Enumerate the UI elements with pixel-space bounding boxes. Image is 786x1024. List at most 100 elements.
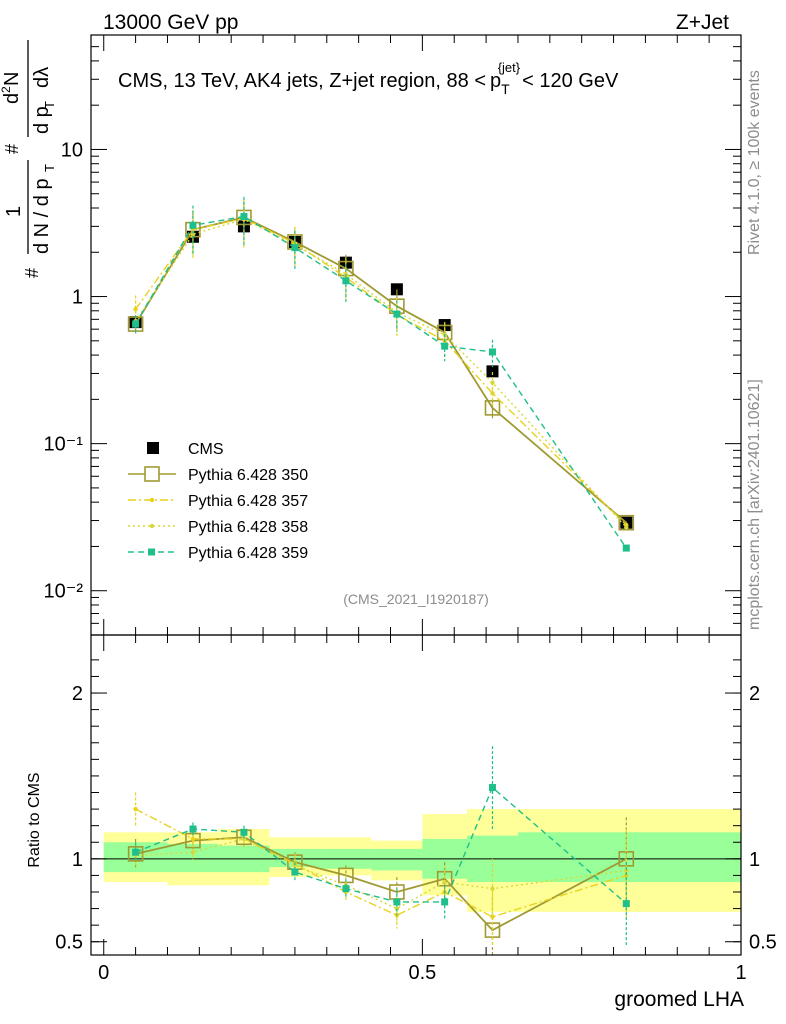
ratio-point bbox=[342, 885, 350, 893]
legend-label: Pythia 6.428 350 bbox=[188, 467, 308, 484]
data-point bbox=[618, 514, 635, 531]
chart-title-pt-sub: T bbox=[501, 81, 510, 97]
series-line bbox=[135, 215, 627, 549]
ratio-point bbox=[241, 836, 247, 842]
main-ytick-label: 1 bbox=[72, 287, 83, 309]
chart-title-end: < 120 GeV bbox=[522, 70, 619, 92]
y-label-hash: # bbox=[22, 268, 42, 278]
series-line bbox=[135, 218, 627, 528]
legend-marker bbox=[149, 497, 155, 503]
data-point bbox=[132, 320, 140, 328]
y-label-one: 1 bbox=[3, 206, 25, 217]
y-label-sq: 2 bbox=[0, 86, 13, 93]
ratio-ytick-label-right: 0.5 bbox=[749, 932, 777, 954]
ratio-point bbox=[393, 898, 401, 906]
y-label-dlambda: dλ bbox=[31, 67, 53, 88]
series-pythia-6-428-359 bbox=[132, 196, 630, 552]
legend-marker bbox=[147, 442, 159, 454]
chart-title-pt: p bbox=[490, 70, 501, 92]
legend-entry: Pythia 6.428 350 bbox=[128, 466, 308, 484]
data-point bbox=[190, 232, 196, 237]
main-ytick-label: 10⁻² bbox=[44, 581, 84, 603]
main-ytick-label: 10 bbox=[61, 139, 83, 161]
xtick-label: 1 bbox=[735, 962, 746, 984]
ratio-point bbox=[394, 906, 400, 911]
ratio-point bbox=[442, 879, 447, 885]
header-process-label: Z+Jet bbox=[676, 11, 729, 34]
xtick-label: 0 bbox=[98, 962, 109, 984]
ratio-y-axis-label: Ratio to CMS bbox=[26, 772, 43, 867]
data-point bbox=[291, 244, 299, 252]
legend-marker bbox=[144, 466, 160, 482]
ratio-point bbox=[291, 868, 299, 876]
ratio-point bbox=[488, 784, 496, 792]
legend-entry: Pythia 6.428 359 bbox=[128, 545, 308, 562]
ratio-series bbox=[132, 746, 630, 946]
ratio-point bbox=[127, 846, 144, 862]
data-point bbox=[488, 348, 496, 356]
chart-title-main: CMS, 13 TeV, AK4 jets, Z+jet region, 88 … bbox=[118, 70, 486, 92]
data-point bbox=[133, 307, 138, 312]
data-point bbox=[484, 400, 501, 416]
legend-label: CMS bbox=[188, 441, 224, 458]
legend-entry: Pythia 6.428 357 bbox=[128, 493, 308, 510]
ratio-point bbox=[622, 900, 630, 908]
legend: CMS Pythia 6.428 350 Pythia 6.428 357 Pythi… bbox=[128, 441, 308, 562]
ratio-point bbox=[189, 825, 197, 833]
legend-label: Pythia 6.428 358 bbox=[188, 519, 308, 536]
ratio-ytick-label-right: 2 bbox=[749, 683, 760, 705]
y-label-denominator: d N / d p bbox=[31, 178, 53, 254]
analysis-watermark: (CMS_2021_I1920187) bbox=[343, 591, 489, 607]
ratio-point bbox=[292, 863, 298, 868]
ratio-frame bbox=[90, 634, 742, 956]
data-point bbox=[441, 342, 449, 350]
ratio-point bbox=[490, 914, 495, 920]
chart-title-pt-sup: {jet} bbox=[498, 60, 521, 75]
uncertainty-band-green bbox=[517, 832, 741, 883]
y-label-d: d bbox=[1, 93, 23, 104]
header-energy-label: 13000 GeV pp bbox=[103, 11, 238, 34]
ratio-panel-series bbox=[127, 746, 635, 955]
ratio-point bbox=[624, 868, 629, 873]
data-point bbox=[342, 277, 350, 285]
data-point bbox=[622, 544, 630, 552]
ratio-ytick-label-right: 1 bbox=[749, 849, 760, 871]
ratio-point bbox=[190, 836, 196, 842]
legend-marker bbox=[149, 523, 155, 529]
legend-entry: Pythia 6.428 358 bbox=[128, 519, 308, 536]
legend-label: Pythia 6.428 359 bbox=[188, 545, 308, 562]
y-label-dp: d p bbox=[31, 106, 53, 134]
uncertainty-band-green bbox=[371, 848, 423, 871]
data-point bbox=[240, 213, 248, 221]
ratio-point bbox=[490, 886, 495, 891]
y-label-sub-t: T bbox=[42, 164, 57, 172]
ratio-panel-axes: 2 21 10.5 0.50 0.5 1 bbox=[55, 634, 777, 984]
ratio-point bbox=[441, 898, 449, 906]
chart-title: CMS, 13 TeV, AK4 jets, Z+jet region, 88 … bbox=[118, 60, 619, 97]
legend-entry: CMS bbox=[147, 441, 224, 458]
ratio-ytick-label: 2 bbox=[72, 683, 83, 705]
ratio-ytick-label: 0.5 bbox=[55, 932, 83, 954]
ratio-point bbox=[190, 850, 196, 855]
ratio-line bbox=[135, 838, 627, 910]
data-point bbox=[486, 365, 499, 378]
legend-marker bbox=[148, 548, 155, 556]
data-point bbox=[393, 310, 401, 318]
mcplots-reference-label: mcplots.cern.ch [arXiv:2401.10621] bbox=[746, 379, 763, 630]
ratio-point bbox=[133, 806, 138, 812]
y-label-n: N bbox=[1, 72, 23, 86]
ratio-panel-bands bbox=[91, 809, 741, 912]
rivet-version-label: Rivet 4.1.0, ≥ 100k events bbox=[746, 70, 763, 255]
ratio-point bbox=[240, 828, 248, 836]
y-label-hash-2: # bbox=[2, 144, 22, 154]
data-point bbox=[189, 221, 197, 229]
main-panel-axes: 10 1 10⁻¹ 10⁻² bbox=[44, 34, 742, 636]
ratio-ytick-label: 1 bbox=[72, 849, 83, 871]
data-point bbox=[490, 380, 495, 385]
main-ytick-label: 10⁻¹ bbox=[44, 434, 84, 456]
xtick-label: 0.5 bbox=[408, 962, 436, 984]
main-panel-series bbox=[127, 196, 635, 552]
y-label-sub-t2: T bbox=[42, 101, 57, 109]
